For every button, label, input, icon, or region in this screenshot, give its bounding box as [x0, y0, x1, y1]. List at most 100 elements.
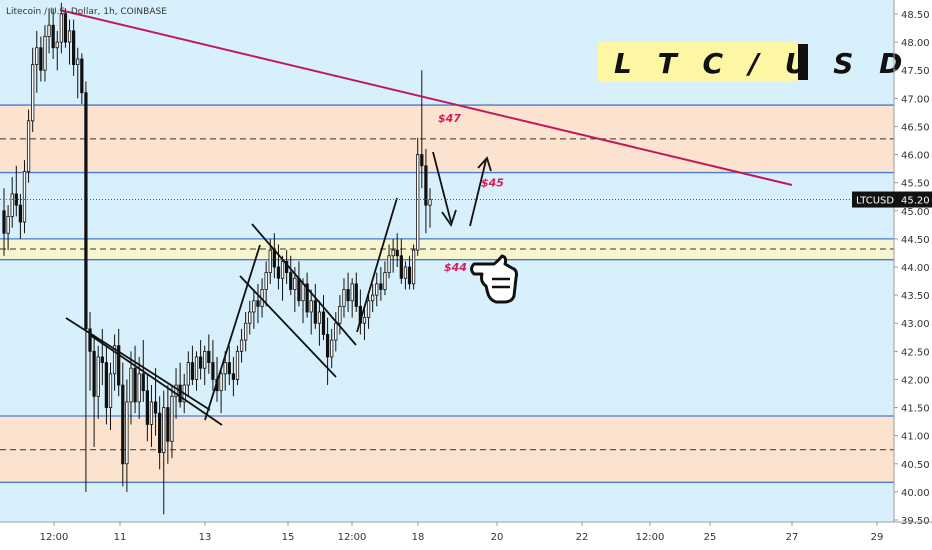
- impulse-line-2: [356, 197, 398, 333]
- time-tick-label: 12:00: [636, 532, 665, 543]
- candle-body: [39, 47, 43, 71]
- candle-body: [174, 384, 178, 397]
- time-tick-label: 22: [576, 532, 589, 543]
- price-annotation: $45: [481, 177, 504, 190]
- symbol-badge-box: [852, 191, 932, 208]
- candle-body: [301, 283, 305, 302]
- price-tick-label: 45.00: [901, 207, 930, 218]
- candle-body: [403, 266, 408, 279]
- time-tick-label: 12:00: [338, 532, 367, 543]
- time-tick-label: 18: [412, 532, 425, 543]
- flag-upper-line-1: [65, 317, 211, 411]
- candle-body: [104, 362, 109, 408]
- flag-lower-line-2: [239, 275, 337, 378]
- candle-body: [203, 350, 207, 369]
- time-tick-label: 12:00: [40, 532, 69, 543]
- candle-body: [26, 120, 31, 172]
- price-tick-label: 48.50: [901, 10, 930, 21]
- candle-body: [63, 13, 68, 43]
- price-tick-label: 42.00: [901, 375, 930, 386]
- candle-body: [223, 362, 227, 375]
- candle-body: [325, 334, 330, 358]
- candle-body: [141, 373, 145, 392]
- candle-body: [190, 362, 195, 380]
- candle-body: [379, 283, 383, 290]
- price-tick-label: 40.50: [901, 460, 930, 471]
- candle-body: [170, 395, 174, 442]
- candle-body: [424, 165, 428, 206]
- candle-body: [88, 328, 92, 352]
- price-tick-label: 43.50: [901, 291, 930, 302]
- candle-body: [80, 58, 84, 94]
- candle-body: [84, 92, 88, 330]
- flag-upper-line-2: [251, 223, 357, 346]
- candle-body: [354, 283, 358, 307]
- zones-layer: [0, 104, 894, 483]
- time-tick-label: 29: [871, 532, 884, 543]
- candle-body: [407, 266, 412, 285]
- candle-body: [166, 407, 170, 442]
- time-tick-label: 27: [786, 532, 799, 543]
- candle-body: [338, 305, 342, 324]
- candle-body: [125, 401, 129, 465]
- candle-body: [244, 322, 248, 341]
- candle-body: [387, 255, 391, 274]
- candle-body: [313, 300, 317, 324]
- candle-body: [371, 294, 375, 302]
- candle-body: [395, 249, 399, 257]
- candle-body: [6, 215, 10, 234]
- time-tick-label: 13: [199, 532, 212, 543]
- candle-body: [276, 266, 281, 279]
- candle-body: [153, 401, 158, 414]
- price-tick-label: 44.00: [901, 263, 930, 274]
- candle-body: [22, 171, 27, 223]
- price-annotation: $47: [438, 112, 461, 125]
- price-tick-label: 46.50: [901, 122, 930, 133]
- time-axis[interactable]: 12:00 11 13 15 12:00 18 20 22 12:00 25 27 29: [0, 521, 932, 543]
- candle-body: [383, 272, 387, 290]
- candle-body: [219, 373, 223, 392]
- arrow-down-shaft: [432, 151, 452, 223]
- candle-body: [264, 272, 268, 290]
- candle-body: [162, 407, 166, 453]
- pointing-hand-icon: [470, 254, 518, 304]
- candle-body: [117, 345, 121, 386]
- price-tick-label: 47.00: [901, 94, 930, 105]
- price-tick-label: 41.00: [901, 432, 930, 443]
- candle-body: [391, 249, 395, 257]
- banner-text: L T C / U S D: [614, 47, 910, 80]
- candle-body: [108, 373, 113, 408]
- candle-body: [2, 210, 6, 234]
- candle-body: [342, 289, 346, 307]
- candle-body: [51, 24, 55, 49]
- candle-body: [121, 384, 125, 465]
- candle-body: [346, 289, 350, 302]
- symbol-badge-name: LTCUSD: [856, 196, 894, 207]
- candle-body: [10, 193, 14, 217]
- candle-body: [231, 373, 236, 380]
- candle-body: [76, 58, 80, 66]
- candle-body: [256, 300, 260, 307]
- candle-body: [239, 339, 244, 352]
- candle-body: [280, 260, 285, 279]
- candle-body: [227, 362, 231, 375]
- candle-body: [198, 356, 203, 369]
- time-tick-label: 11: [114, 532, 127, 543]
- price-tick-label: 44.50: [901, 235, 930, 246]
- candle-body: [366, 300, 371, 319]
- candle-body: [248, 311, 252, 324]
- candle-body: [145, 390, 149, 425]
- candle-body: [100, 356, 104, 363]
- candle-body: [55, 41, 59, 49]
- candle-body: [133, 367, 137, 403]
- candle-body: [31, 64, 35, 122]
- arrow-down-head: [441, 209, 457, 227]
- candle-body: [268, 249, 272, 274]
- candle-body: [59, 13, 63, 43]
- arrow-up-shaft: [469, 159, 487, 227]
- candle-body: [350, 283, 354, 302]
- flag-lower-line-1: [89, 334, 223, 426]
- arrow-up-head: [477, 156, 492, 172]
- candle-body: [334, 322, 338, 341]
